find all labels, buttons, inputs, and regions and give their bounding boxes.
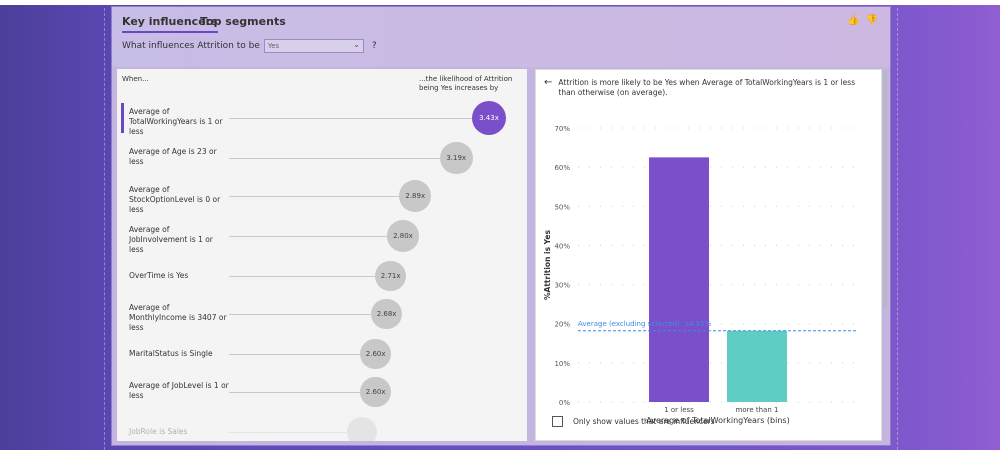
influencer-label: Average of Age is 23 or less — [129, 147, 217, 167]
influencer-label: Average of StockOptionLevel is 0 or less — [129, 185, 221, 215]
influencer-label: JobRole is Sales — [129, 427, 188, 436]
influencer-connector — [229, 158, 440, 159]
x-tick-label: 1 or less — [664, 406, 694, 414]
influencers-only-checkbox[interactable] — [552, 416, 563, 427]
influencer-connector — [229, 196, 400, 197]
influencer-label: MaritalStatus is Single — [129, 349, 213, 358]
y-tick-label: 10% — [554, 360, 570, 368]
key-influencers-visual: Key influencers Top segments 👍 👎 What in… — [111, 6, 891, 446]
column-likelihood: ...the likelihood of Attrition being Yes… — [419, 75, 513, 93]
influencer-connector — [229, 236, 388, 237]
y-tick-label: 30% — [554, 282, 570, 290]
influencer-bubble[interactable]: 2.89x — [399, 180, 432, 212]
influencer-row[interactable]: Average of TotalWorkingYears is 1 or les… — [117, 101, 527, 141]
y-tick-label: 60% — [554, 164, 570, 172]
x-tick-label: more than 1 — [736, 406, 779, 414]
back-arrow-icon[interactable]: ← — [544, 77, 553, 88]
influencers-only-toggle[interactable]: Only show values that are influencers — [552, 416, 715, 427]
influence-question: What influences Attrition to be Yes ⌄ ? — [122, 39, 377, 53]
dashed-guide — [104, 8, 105, 450]
y-tick-label: 0% — [559, 399, 570, 407]
influencer-bubble[interactable]: 2.68x — [371, 298, 402, 330]
influencer-row[interactable]: Average of JobInvolvement is 1 or less 2.… — [117, 219, 527, 259]
thumbs-up-icon[interactable]: 👍 — [847, 15, 860, 26]
y-tick-label: 40% — [554, 242, 570, 250]
influencer-bubble[interactable]: 3.19x — [439, 141, 473, 175]
influencer-row[interactable]: MaritalStatus is Single 2.60x — [117, 337, 527, 377]
dashed-guide — [897, 8, 898, 450]
y-axis-title: %Attrition is Yes — [543, 229, 552, 299]
detail-heading-text: Attrition is more likely to be Yes when … — [558, 78, 856, 98]
bar-one-or-less[interactable] — [649, 157, 709, 402]
checkbox-label: Only show values that are influencers — [573, 417, 715, 426]
influencer-label: Average of JobInvolvement is 1 or less — [129, 225, 213, 255]
influencer-label: OverTime is Yes — [129, 271, 189, 280]
thumbs-down-icon[interactable]: 👎 — [865, 15, 878, 26]
influencer-row[interactable]: Average of Age is 23 or less 3.19x — [117, 141, 527, 181]
influencers-list-panel: When... ...the likelihood of Attrition b… — [117, 69, 527, 441]
chevron-down-icon: ⌄ — [353, 40, 360, 49]
influencer-detail-panel: 0% 10% 20% 30% 40% 50% 60% 70% 1 or less more tha… — [535, 69, 882, 441]
influencer-bubble[interactable]: 2.80x — [387, 220, 419, 252]
influencer-bubble[interactable]: 2.60x — [360, 376, 391, 408]
influencer-label: Average of TotalWorkingYears is 1 or les… — [129, 107, 223, 137]
influencer-row[interactable]: OverTime is Yes 2.71x — [117, 259, 527, 299]
influencer-label: Average of JobLevel is 1 or less — [129, 381, 229, 401]
column-when: When... — [122, 75, 149, 83]
scrollbar-thumb[interactable] — [883, 69, 887, 309]
influencer-row[interactable]: Average of MonthlyIncome is 3407 or less… — [117, 297, 527, 337]
influencer-label: Average of MonthlyIncome is 3407 or less — [129, 303, 227, 333]
scrollbar[interactable] — [882, 69, 888, 309]
selected-indicator — [121, 103, 124, 133]
question-suffix: ? — [371, 41, 377, 51]
y-tick-label: 20% — [554, 321, 570, 329]
influencer-connector — [229, 432, 347, 433]
influencer-connector — [229, 392, 361, 393]
bar-more-than-one[interactable] — [727, 330, 787, 402]
dropdown-value: Yes — [267, 42, 280, 50]
influencer-connector — [229, 354, 361, 355]
tab-top-segments[interactable]: Top segments — [200, 15, 286, 28]
attrition-value-dropdown[interactable]: Yes ⌄ — [263, 39, 364, 53]
influencer-connector — [229, 118, 472, 119]
influencer-row[interactable]: Average of StockOptionLevel is 0 or less… — [117, 179, 527, 219]
attrition-bar-chart: 0% 10% 20% 30% 40% 50% 60% 70% 1 or less more tha… — [543, 125, 856, 425]
y-tick-label: 70% — [554, 125, 570, 133]
average-line-label: Average (excluding selected): 14.15% — [578, 320, 712, 328]
influencer-bubble[interactable]: 2.71x — [375, 260, 407, 292]
influencer-bubble[interactable] — [347, 417, 377, 441]
influencer-row[interactable]: Average of JobLevel is 1 or less 2.60x — [117, 375, 527, 415]
x-axis-title: Average of TotalWorkingYears (bins) — [646, 416, 789, 425]
influencer-connector — [229, 314, 372, 315]
influencer-bubble[interactable]: 3.43x — [472, 101, 506, 135]
visual-header: Key influencers Top segments 👍 👎 What in… — [112, 7, 890, 67]
y-tick-label: 50% — [554, 203, 570, 211]
influencer-connector — [229, 276, 376, 277]
detail-heading: ← Attrition is more likely to be Yes whe… — [544, 77, 874, 98]
influencer-row[interactable]: JobRole is Sales — [117, 415, 527, 441]
influencer-bubble[interactable]: 2.60x — [360, 338, 391, 370]
question-prefix: What influences Attrition to be — [122, 41, 260, 51]
tab-key-influencers[interactable]: Key influencers — [122, 15, 218, 33]
top-bar — [0, 0, 1000, 5]
feedback-icons: 👍 👎 — [847, 15, 878, 26]
